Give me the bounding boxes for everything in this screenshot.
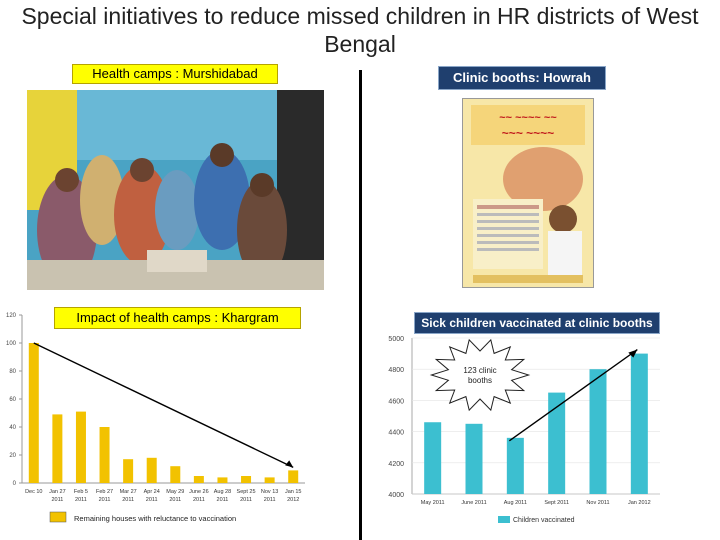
trend-arrow-head (285, 460, 294, 468)
bar (630, 353, 648, 494)
x-tick-label: Aug 2011 (504, 500, 527, 506)
y-tick-label: 0 (13, 481, 17, 487)
health-camp-photo (27, 90, 324, 290)
x-tick-label: Jan 27 (49, 489, 66, 495)
legend-swatch (498, 516, 510, 523)
bar (99, 427, 110, 483)
x-tick-label: May 29 (166, 489, 184, 495)
x-tick-label: 2011 (146, 497, 158, 503)
bar (146, 457, 157, 483)
y-tick-label: 5000 (388, 336, 404, 343)
x-tick-label: 2011 (217, 497, 229, 503)
x-tick-label: June 26 (189, 489, 209, 495)
legend-swatch (49, 511, 67, 523)
clinic-poster-image: ~~ ~~~~ ~~ ~~~ ~~~~ (462, 98, 594, 288)
x-tick-label: Sept 2011 (544, 500, 569, 506)
x-tick-label: 2011 (99, 497, 111, 503)
trend-arrow-line (508, 349, 638, 442)
x-tick-label: Nov 13 (261, 489, 278, 495)
sick-children-label: Sick children vaccinated at clinic booth… (414, 312, 660, 334)
y-tick-label: 100 (6, 341, 17, 347)
x-tick-label: Feb 27 (96, 489, 113, 495)
x-tick-label: 2011 (169, 497, 181, 503)
x-tick-label: 2012 (287, 497, 299, 503)
x-tick-label: 2011 (75, 497, 87, 503)
starburst-text: booths (468, 376, 492, 385)
y-tick-label: 120 (6, 313, 17, 319)
y-tick-label: 4200 (388, 461, 404, 468)
sick-children-chart: 4000 4200 4400 4600 4800 5000 May 2011 June 201… (388, 336, 660, 524)
bar (75, 411, 86, 483)
y-tick-label: 4800 (388, 367, 404, 374)
y-tick-label: 20 (9, 453, 16, 459)
trend-arrow-head (628, 349, 638, 358)
x-tick-label: Aug 28 (214, 489, 231, 495)
x-tick-label: Mar 27 (120, 489, 137, 495)
x-tick-label: May 2011 (421, 500, 445, 506)
x-tick-label: Nov 2011 (586, 500, 609, 506)
x-tick-label: Dec 10 (25, 489, 42, 495)
x-tick-label: 2011 (240, 497, 252, 503)
x-tick-label: Feb 5 (74, 489, 88, 495)
vertical-divider (359, 70, 362, 540)
legend-label: Children vaccinated (513, 517, 575, 524)
legend-label: Remaining houses with reluctance to vacc… (74, 514, 236, 523)
y-tick-label: 4000 (388, 492, 404, 499)
y-tick-label: 4600 (388, 398, 404, 405)
bar (288, 470, 299, 483)
starburst-callout (429, 338, 531, 412)
bar (264, 477, 275, 483)
x-tick-label: 2011 (51, 497, 63, 503)
page-title: Special initiatives to reduce missed chi… (21, 3, 699, 57)
bar (241, 476, 252, 483)
bar (193, 476, 204, 483)
bar (589, 369, 607, 494)
x-tick-label: 2011 (122, 497, 134, 503)
health-camps-label: Health camps : Murshidabad (72, 64, 278, 84)
x-tick-label: June 2011 (461, 500, 486, 506)
x-tick-label: Sept 25 (237, 489, 256, 495)
bar (170, 466, 181, 483)
trend-arrow-line (33, 342, 294, 469)
y-tick-label: 40 (9, 425, 16, 431)
y-tick-label: 4400 (388, 430, 404, 437)
bar (28, 343, 39, 483)
y-tick-label: 80 (9, 369, 16, 375)
bar (548, 392, 566, 494)
bar (465, 423, 483, 494)
impact-chart: 0 20 40 60 80 100 120 Dec 10 Jan 27 2011 Feb 5 2011… (6, 313, 305, 523)
x-tick-label: Jan 15 (285, 489, 302, 495)
bar (52, 414, 63, 483)
x-tick-label: Jan 2012 (628, 500, 651, 506)
bar (506, 437, 524, 494)
x-tick-label: 2011 (193, 497, 205, 503)
svg-text:~~ ~~~~ ~~: ~~ ~~~~ ~~ (499, 112, 557, 124)
x-tick-label: 2011 (264, 497, 276, 503)
x-tick-label: Apr 24 (144, 489, 160, 495)
bar (424, 422, 442, 494)
bar (217, 477, 228, 483)
starburst-text: 123 clinic (463, 366, 496, 375)
svg-text:~~~ ~~~~: ~~~ ~~~~ (502, 126, 554, 140)
clinic-booths-label: Clinic booths: Howrah (438, 66, 606, 90)
y-tick-label: 60 (9, 397, 16, 403)
bar (123, 459, 134, 483)
impact-label: Impact of health camps : Khargram (54, 307, 301, 329)
